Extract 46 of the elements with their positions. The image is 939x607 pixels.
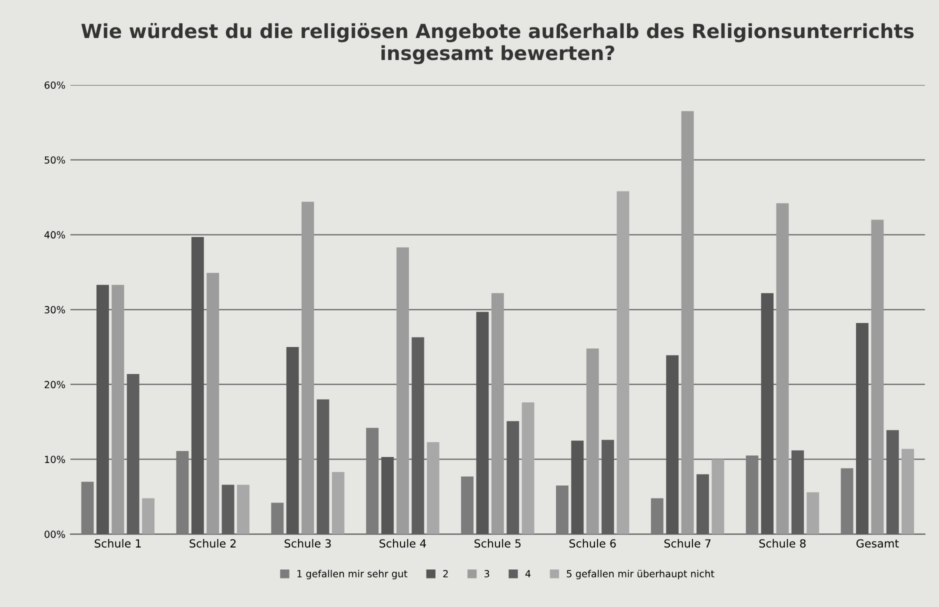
bar	[271, 502, 284, 534]
x-tick-label: Schule 4	[380, 539, 426, 548]
bar	[840, 468, 854, 534]
x-tick-label: Schule 8	[759, 539, 806, 548]
bar	[491, 293, 504, 534]
bar	[586, 348, 599, 534]
x-tick-label: Schule 6	[569, 539, 616, 548]
x-tick-label: Schule 2	[190, 539, 236, 548]
bar	[426, 442, 440, 534]
bar	[461, 476, 474, 534]
x-tick-label: Schule 3	[284, 539, 331, 548]
bar	[902, 448, 914, 534]
y-tick-label: 50%	[44, 156, 66, 164]
bar	[712, 459, 724, 534]
bar	[81, 482, 94, 534]
bar	[112, 284, 124, 534]
legend-label: 4	[525, 570, 531, 578]
bar	[806, 492, 820, 534]
x-tick-label: Schule 5	[474, 539, 521, 548]
x-tick-label: Schule 7	[664, 539, 710, 548]
bar	[681, 111, 694, 534]
bar	[332, 472, 344, 534]
y-tick-label: 30%	[44, 306, 66, 314]
legend-label: 2	[443, 570, 448, 578]
bar	[650, 498, 664, 534]
y-tick-label: 40%	[44, 231, 66, 239]
x-tick-label: Gesamt	[856, 539, 899, 548]
bar	[396, 247, 409, 534]
bar	[206, 272, 220, 534]
bar	[776, 203, 789, 534]
bar	[522, 402, 534, 534]
y-tick-label: 20%	[44, 380, 66, 388]
legend-label: 5 gefallen mir überhaupt nicht	[566, 570, 714, 580]
bar	[236, 484, 250, 534]
y-tick-label: 10%	[45, 456, 66, 464]
y-tick-label: 00%	[44, 530, 66, 538]
y-tick-label: 60%	[44, 81, 66, 89]
bar	[142, 498, 155, 534]
bar	[871, 220, 884, 534]
bar	[302, 202, 314, 534]
bar	[556, 486, 568, 534]
chart-title: Wie würdest du die religiösen Angebote außerhalb des Religionsunterrichts insgesamt bewerten?	[81, 23, 914, 64]
x-tick-label: Schule 1	[94, 539, 141, 548]
legend-label: 3	[484, 570, 490, 578]
bar	[616, 191, 630, 534]
legend-label: 1 gefallen mir sehr gut	[297, 570, 408, 580]
